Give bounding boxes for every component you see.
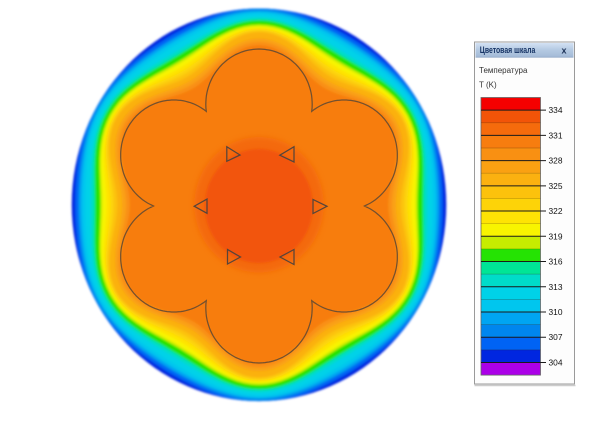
svg-text:T (K): T (K)	[479, 81, 497, 90]
svg-text:325: 325	[549, 181, 563, 191]
svg-text:304: 304	[549, 357, 563, 367]
svg-text:322: 322	[549, 206, 563, 216]
svg-text:334: 334	[549, 105, 563, 115]
svg-text:331: 331	[549, 130, 563, 140]
svg-text:316: 316	[549, 257, 563, 267]
svg-text:Цветовая шкала: Цветовая шкала	[480, 45, 536, 55]
svg-text:Температура: Температура	[479, 66, 528, 75]
svg-text:313: 313	[549, 282, 563, 292]
svg-text:310: 310	[549, 307, 563, 317]
svg-text:328: 328	[549, 156, 563, 166]
svg-text:x: x	[562, 46, 567, 56]
svg-text:307: 307	[549, 332, 563, 342]
svg-text:319: 319	[549, 231, 563, 241]
